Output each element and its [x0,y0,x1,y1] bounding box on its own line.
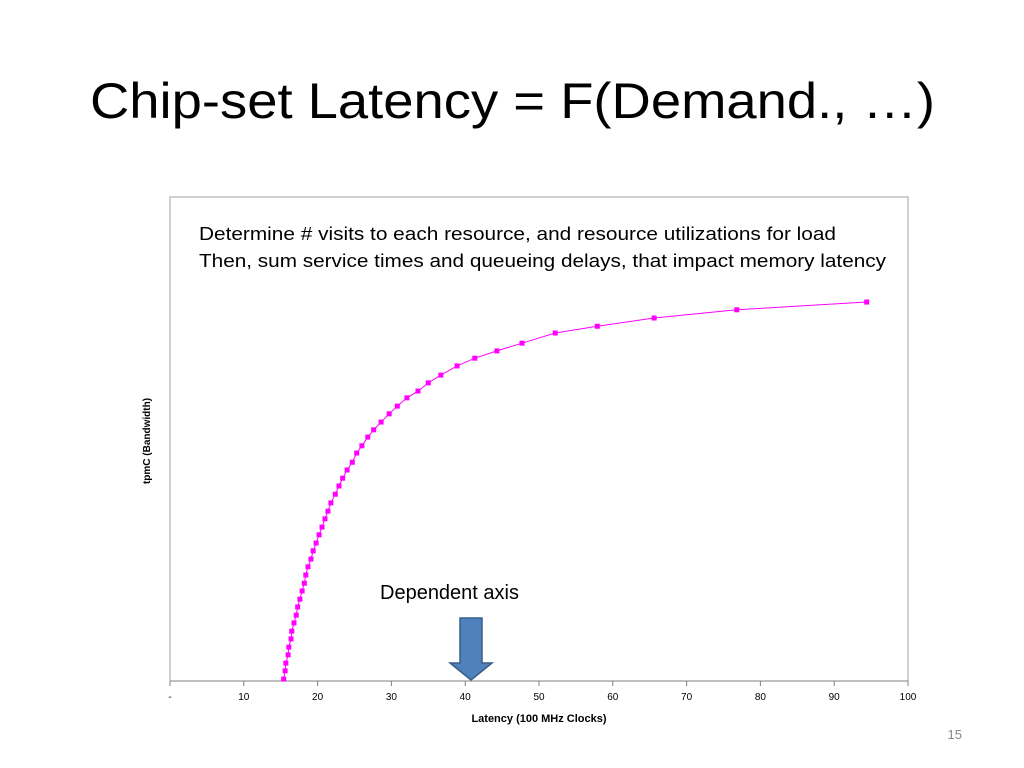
x-axis-label: Latency (100 MHz Clocks) [471,713,606,725]
data-point [438,372,444,378]
x-tick-label: - [168,692,171,703]
data-point [316,532,322,538]
data-point [328,500,334,506]
annotation: Then, sum service times and queueing del… [199,251,886,271]
data-point [289,628,295,634]
data-point [286,644,292,650]
x-tick-label: 40 [460,692,472,703]
plot-area [169,196,909,682]
data-point [365,434,371,440]
data-point [282,668,288,674]
data-point [336,483,342,489]
data-point [359,443,365,449]
data-point [415,388,421,394]
data-point [651,315,657,321]
data-point [454,363,460,369]
callout-text: Dependent axis [380,582,519,604]
data-point [425,380,431,386]
data-point [386,411,392,417]
chart: - 10 20 30 40 50 60 70 80 90 100 [168,299,917,703]
data-point [308,556,314,562]
data-point [310,548,316,554]
data-point [734,307,740,313]
x-tick-label: 50 [533,692,545,703]
data-point [305,564,311,570]
data-point [299,588,305,594]
data-point [552,330,558,336]
data-point [332,491,338,497]
data-point [303,572,309,578]
data-point [371,427,377,433]
callout-arrow [447,617,495,681]
annotation: Determine # visits to each resource, and… [199,224,836,244]
data-point [354,450,360,456]
data-point [285,652,291,658]
data-point [472,355,478,361]
data-point [319,524,325,530]
data-point [293,612,299,618]
data-point [519,340,525,346]
x-tick-label: 20 [312,692,324,703]
data-point [394,403,400,409]
x-tick-label: 90 [829,692,841,703]
data-point [344,467,350,473]
x-tick-label: 10 [238,692,250,703]
slide-title: Chip-set Latency = F(Demand., …) [90,73,935,129]
data-point [494,348,500,354]
data-point [297,596,303,602]
data-point [283,660,289,666]
data-point [864,299,870,305]
data-point [594,323,600,329]
x-tick-label: 60 [607,692,619,703]
data-point [288,636,294,642]
y-axis-label: tpmC (Bandwidth) [142,398,153,484]
data-point [313,540,319,546]
data-point [404,395,410,401]
x-tick-label: 70 [681,692,693,703]
data-point [340,475,346,481]
page-number: 15 [948,727,962,742]
data-point [378,419,384,425]
data-point [281,676,287,682]
x-tick-label: 100 [900,692,917,703]
data-point [295,604,301,610]
data-point [349,459,355,465]
data-point [301,580,307,586]
x-tick-label: 30 [386,692,398,703]
data-point [325,508,331,514]
x-tick-label: 80 [755,692,767,703]
data-point [322,516,328,522]
data-point [291,620,297,626]
